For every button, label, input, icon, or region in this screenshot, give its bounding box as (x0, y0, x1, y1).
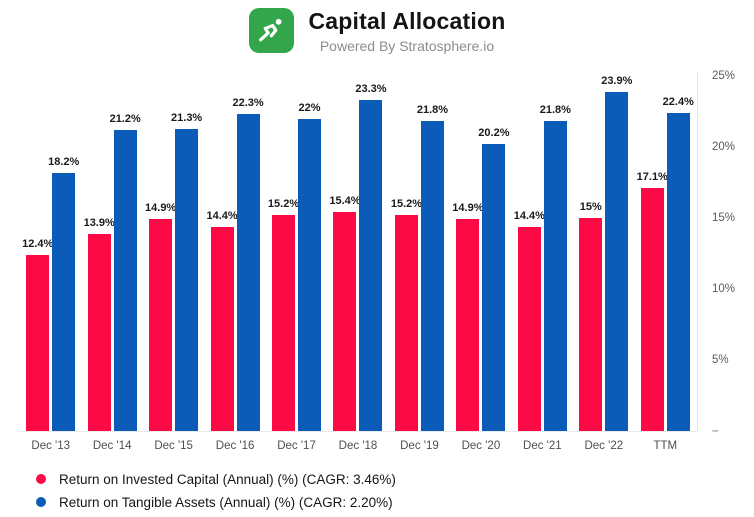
page-subtitle: Powered By Stratosphere.io (319, 37, 495, 54)
y-axis-tick: 10% (712, 283, 736, 295)
bar-group: 15.2% 22% (266, 76, 327, 431)
bar-group: 14.4% 22.3% (204, 76, 265, 431)
y-axis-tick: 5% (712, 354, 729, 366)
bar-value-label: 15.2% (390, 198, 423, 211)
legend: Return on Invested Capital (Annual) (%) … (36, 471, 396, 517)
roic-bar[interactable]: 12.4% (22, 238, 53, 431)
bar-value-label: 21.8% (416, 104, 449, 117)
x-axis-label: Dec '21 (523, 440, 562, 452)
legend-dot (36, 474, 46, 484)
y-axis-tick: 15% (712, 212, 736, 224)
bar-group: 13.9% 21.2% (81, 76, 142, 431)
roic-bar[interactable]: 15.2% (268, 198, 299, 431)
bar-value-label: 15.2% (267, 198, 300, 211)
bar-value-label: 17.1% (636, 171, 668, 184)
bar-value-label: 22.3% (232, 97, 264, 110)
bar-group: 17.1% 22.4% (635, 76, 696, 431)
stratosphere-logo-icon (248, 8, 294, 54)
bar-value-label: 22.4% (662, 95, 694, 108)
header: Capital Allocation Powered By Stratosphe… (0, 8, 754, 54)
bar-value-label: 15.4% (329, 195, 361, 208)
roic-bar[interactable]: 15.4% (329, 195, 361, 431)
plot-area: 12.4% 18.2% 13.9% 21.2% 14.9% 21.3% 14.4% 22.3%… (20, 75, 696, 431)
bar-value-label: 23.9% (601, 74, 633, 87)
header-titles: Capital Allocation Powered By Stratosphe… (309, 8, 506, 54)
bar-value-label: 14.9% (452, 202, 484, 215)
bar-value-label: 23.3% (355, 83, 387, 96)
bar-value-label: 14.9% (145, 202, 177, 215)
bar-group: 15.2% 21.8% (389, 76, 450, 431)
x-axis-label: Dec '13 (31, 440, 71, 452)
y-axis-tick: 20% (712, 141, 736, 153)
x-axis-label: Dec '16 (215, 440, 255, 452)
y-axis-line (697, 72, 698, 432)
x-axis-label: TTM (653, 440, 678, 452)
x-axis-label: Dec '15 (154, 440, 193, 452)
legend-item-rota[interactable]: Return on Tangible Assets (Annual) (%) (… (36, 494, 396, 510)
rota-bar[interactable]: 22% (298, 102, 322, 431)
bar-group: 15% 23.9% (573, 75, 634, 431)
legend-label: Return on Invested Capital (Annual) (%) … (59, 471, 396, 487)
bar-group: 14.4% 21.8% (512, 76, 573, 431)
bar-value-label: 22% (298, 101, 321, 114)
rota-bar[interactable]: 20.2% (478, 127, 509, 431)
rota-bar[interactable]: 22.4% (663, 96, 694, 431)
roic-bar[interactable]: 14.9% (145, 202, 176, 431)
x-axis-baseline (20, 431, 697, 432)
bar-value-label: 13.9% (83, 216, 115, 229)
roic-bar[interactable]: 15% (579, 201, 603, 431)
page-title: Capital Allocation (308, 8, 506, 34)
bar-value-label: 18.2% (48, 155, 80, 168)
rota-bar[interactable]: 21.8% (417, 104, 448, 431)
bar-group: 15.4% 23.3% (327, 76, 388, 431)
rota-bar[interactable]: 21.2% (110, 113, 141, 431)
x-axis-label: Dec '17 (277, 440, 316, 452)
roic-bar[interactable]: 17.1% (637, 171, 668, 431)
bar-value-label: 21.3% (171, 111, 203, 124)
y-axis-tick: 25% (712, 70, 736, 82)
roic-bar[interactable]: 14.4% (514, 210, 545, 431)
bar-value-label: 20.2% (478, 127, 510, 140)
legend-label: Return on Tangible Assets (Annual) (%) (… (59, 494, 393, 510)
bar-value-label: 21.8% (539, 104, 571, 117)
rota-bar[interactable]: 23.9% (601, 75, 632, 431)
x-axis-label: Dec '18 (338, 440, 378, 452)
rota-bar[interactable]: 23.3% (355, 83, 387, 431)
y-axis-tick: – (712, 425, 719, 437)
rota-bar[interactable]: 18.2% (48, 156, 79, 431)
bar-group: 14.9% 21.3% (143, 76, 204, 431)
bar-group: 12.4% 18.2% (20, 76, 81, 431)
rota-bar[interactable]: 21.3% (171, 112, 202, 431)
roic-bar[interactable]: 14.4% (206, 210, 238, 431)
bar-value-label: 12.4% (22, 237, 54, 250)
rota-bar[interactable]: 22.3% (232, 97, 264, 431)
y-axis: 25% 20% 15% 10% 5% – (712, 70, 754, 437)
bar-group: 14.9% 20.2% (450, 76, 511, 431)
legend-item-roic[interactable]: Return on Invested Capital (Annual) (%) … (36, 471, 396, 487)
rota-bar[interactable]: 21.8% (540, 104, 571, 431)
bar-value-label: 21.2% (109, 112, 141, 125)
x-axis-label: Dec '14 (92, 440, 132, 452)
x-axis-labels: Dec '13 Dec '14 Dec '15 Dec '16 Dec '17 Dec '… (20, 440, 696, 452)
x-axis-label: Dec '19 (400, 440, 439, 452)
x-axis-label: Dec '22 (584, 440, 624, 452)
bar-value-label: 14.4% (206, 209, 238, 222)
bar-value-label: 15% (579, 201, 602, 213)
bar-value-label: 14.4% (513, 209, 545, 222)
legend-dot (36, 497, 46, 507)
roic-bar[interactable]: 13.9% (84, 217, 115, 431)
roic-bar[interactable]: 15.2% (391, 198, 422, 431)
x-axis-label: Dec '20 (461, 440, 501, 452)
roic-bar[interactable]: 14.9% (452, 202, 483, 431)
